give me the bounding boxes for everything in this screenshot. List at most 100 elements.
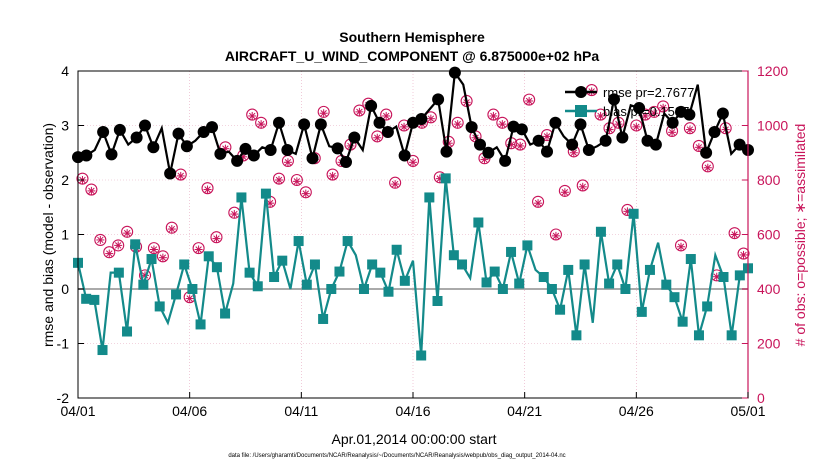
bias-point	[375, 267, 386, 278]
obs-assimilated-stroke	[543, 133, 551, 140]
bias-point	[644, 264, 655, 275]
rmse-point	[365, 99, 378, 112]
bias-point	[326, 284, 337, 294]
rmse-point	[314, 118, 327, 131]
obs-assimilated-point	[230, 210, 239, 219]
rmse-point	[80, 149, 93, 162]
obs-assimilated-point	[167, 225, 176, 234]
obs-assimilated-stroke	[534, 199, 542, 207]
obs-assimilated-stroke	[356, 108, 363, 116]
bias-point	[702, 301, 713, 312]
bias-point	[522, 240, 533, 251]
chart-title: Southern Hemisphere	[339, 29, 485, 45]
x-tick-label: 04/16	[395, 403, 430, 419]
bias-point	[506, 246, 517, 257]
bias-point	[146, 254, 157, 265]
obs-assimilated-stroke	[159, 254, 167, 261]
obs-assimilated-stroke	[579, 183, 586, 191]
obs-possible-point	[272, 172, 286, 185]
rmse-point	[97, 126, 110, 139]
rmse-point	[465, 121, 478, 134]
bias-point	[489, 266, 500, 277]
rmse-point	[398, 149, 411, 162]
obs-assimilated-point	[730, 230, 739, 239]
obs-possible-point	[701, 160, 714, 173]
series-layer	[72, 66, 754, 361]
rmse-point	[515, 123, 528, 136]
obs-possible-point	[76, 172, 89, 185]
rmse-point	[281, 144, 294, 157]
obs-assimilated-stroke	[686, 126, 694, 133]
rmse-point	[105, 148, 118, 161]
bias-point	[130, 239, 141, 250]
bias-point	[97, 345, 108, 356]
bias-point	[358, 284, 369, 294]
bias-point	[342, 236, 353, 247]
rmse-point	[113, 123, 126, 136]
bias-point	[563, 264, 574, 275]
obs-possible-point	[85, 183, 98, 196]
bias-point	[677, 316, 688, 327]
bias-point	[195, 319, 206, 330]
obs-assimilated-point	[551, 231, 560, 240]
bias-point	[661, 279, 672, 290]
bias-point	[171, 289, 182, 300]
obs-possible-point	[299, 186, 312, 199]
obs-possible-point	[371, 130, 384, 143]
obs-possible-point	[353, 104, 366, 117]
obs-possible-point	[94, 233, 107, 246]
obs-assimilated-stroke	[454, 120, 461, 128]
bias-point	[416, 350, 427, 361]
bias-point	[293, 236, 304, 247]
data-file-footnote: data file: /Users/gharamti/Documents/NCA…	[228, 453, 565, 459]
obs-possible-point	[326, 168, 339, 181]
obs-possible-point	[406, 154, 420, 167]
bias-point	[318, 313, 329, 324]
obs-assimilated-point	[685, 125, 694, 134]
y2-tick-label: 1200	[757, 63, 788, 79]
obs-assimilated-point	[453, 120, 462, 129]
obs-assimilated-point	[275, 176, 283, 184]
bias-point	[113, 267, 124, 278]
bias-point	[734, 270, 745, 281]
obs-assimilated-stroke	[114, 242, 122, 249]
rmse-point	[633, 102, 646, 115]
bias-point	[220, 308, 231, 319]
obs-assimilated-stroke	[97, 236, 104, 244]
obs-possible-point	[246, 108, 259, 121]
obs-assimilated-stroke	[382, 112, 390, 120]
obs-assimilated-point	[355, 107, 364, 116]
obs-possible-point	[532, 195, 545, 208]
rmse-point	[340, 156, 352, 169]
obs-assimilated-stroke	[275, 176, 283, 184]
obs-assimilated-point	[534, 199, 543, 208]
bias-point	[301, 279, 312, 290]
obs-assimilated-stroke	[257, 120, 265, 128]
obs-assimilated-point	[203, 185, 212, 194]
obs-assimilated-point	[516, 141, 525, 150]
bias-point	[424, 192, 435, 203]
chart-legend: rmse pr=2.7677 bias pr=0.1537	[565, 85, 694, 119]
bias-point	[579, 259, 590, 270]
obs-assimilated-point	[301, 189, 310, 198]
bias-point	[473, 217, 484, 228]
rmse-point	[264, 144, 277, 157]
obs-assimilated-point	[391, 180, 400, 189]
rmse-point	[474, 138, 486, 151]
y-tick-label: -1	[57, 336, 70, 352]
obs-assimilated-stroke	[186, 295, 193, 302]
bias-point	[604, 278, 615, 289]
obs-assimilated-point	[694, 143, 703, 152]
x-tick-label: 05/01	[730, 403, 765, 419]
y-tick-label: 3	[61, 118, 69, 134]
rmse-point	[482, 146, 495, 159]
obs-possible-point	[451, 116, 464, 129]
bias-point	[457, 259, 468, 270]
obs-assimilated-point	[96, 235, 105, 244]
obs-assimilated-stroke	[168, 225, 176, 233]
obs-possible-point	[558, 184, 571, 197]
rmse-point	[608, 93, 620, 106]
obs-assimilated-point	[426, 114, 435, 123]
rmse-point	[164, 167, 177, 180]
